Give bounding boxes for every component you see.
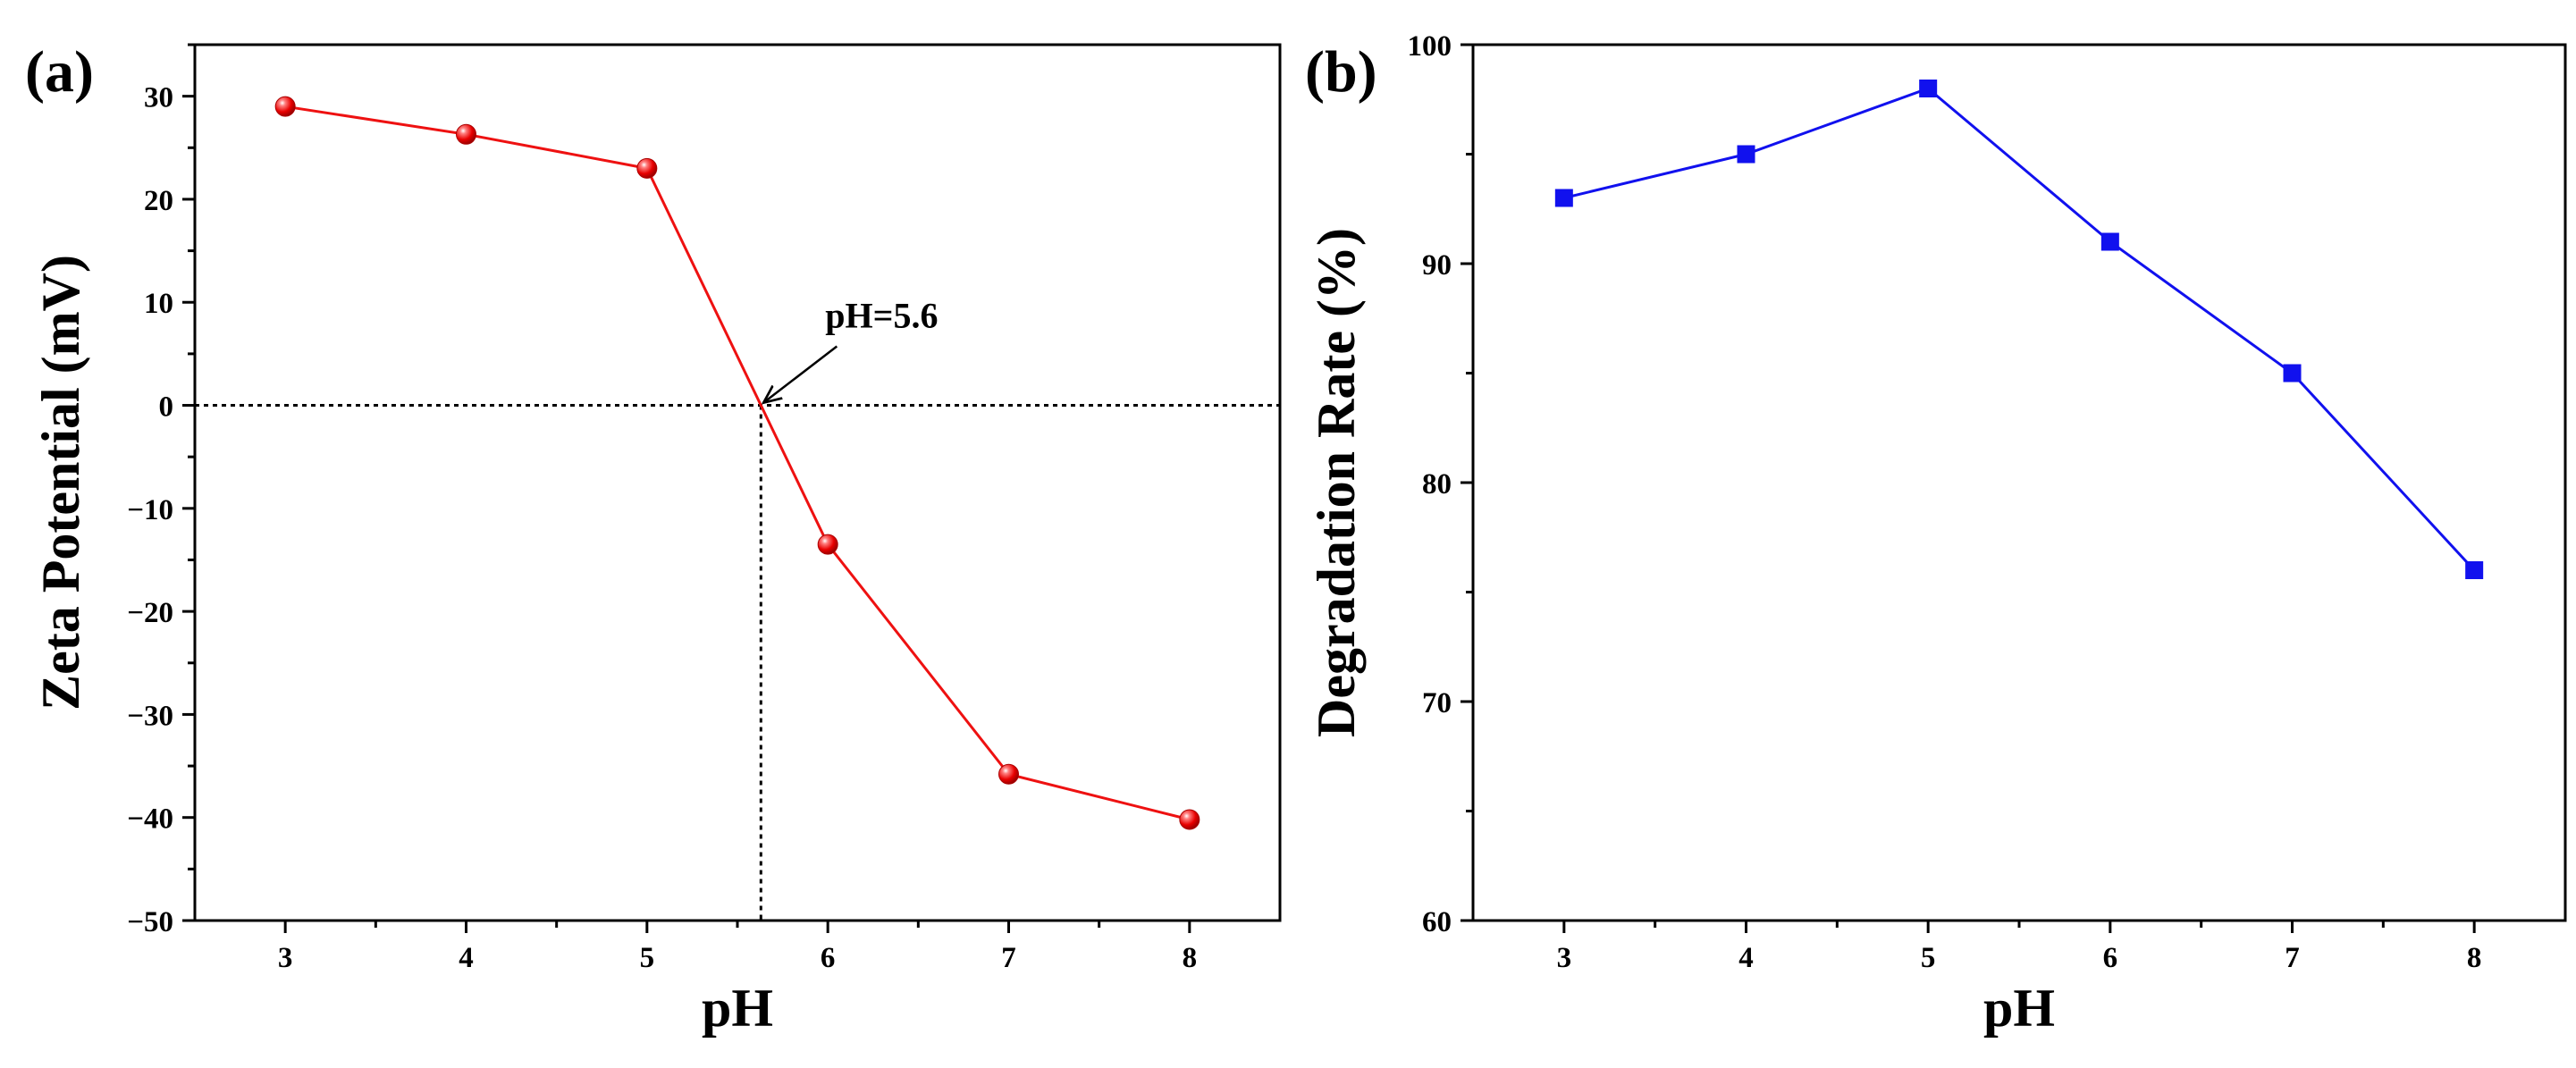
data-point [456, 123, 476, 145]
data-point [2100, 232, 2119, 251]
y-tick-label: 60 [1422, 906, 1452, 938]
x-tick-label: 6 [2103, 942, 2118, 974]
y-tick-label: 70 [1422, 687, 1452, 719]
data-point [274, 96, 296, 117]
data-point [2465, 561, 2484, 579]
panel-label: (a) [25, 39, 94, 105]
plot-frame [193, 43, 1282, 922]
x-tick-label: 5 [1921, 942, 1936, 974]
x-tick-label: 6 [821, 942, 836, 974]
series-line [284, 105, 1191, 821]
annotation-label: pH=5.6 [825, 296, 938, 336]
y-tick-label: 90 [1422, 249, 1452, 282]
data-point [1554, 189, 1573, 207]
x-axis-title: pH [1983, 979, 2055, 1038]
y-tick-label: −40 [127, 803, 173, 836]
x-tick-label: 8 [2467, 942, 2482, 974]
x-tick-label: 8 [1183, 942, 1198, 974]
y-tick-label: 80 [1422, 468, 1452, 500]
x-axis-title: pH [702, 979, 773, 1038]
series-line [1563, 87, 2476, 572]
y-tick-label: −30 [127, 700, 173, 732]
data-point [2283, 364, 2302, 383]
y-axis-title: Zeta Potential (mV) [31, 255, 90, 711]
y-tick-label: 10 [144, 288, 173, 320]
degradation-rate-chart: 3 4 5 6 7 8 60 70 80 90 100 pH Degradation Rate (%) (… [1305, 30, 2567, 1038]
x-tick-label: 7 [2285, 942, 2300, 974]
plot-frame [1471, 43, 2567, 922]
x-tick-label: 5 [640, 942, 655, 974]
x-tick-label: 3 [278, 942, 293, 974]
data-point [1919, 80, 1938, 97]
y-tick-label: −50 [127, 906, 173, 938]
data-point [998, 763, 1019, 785]
zeta-potential-chart: 3 4 5 6 7 8 −50 −40 −30 −20 −10 0 10 20 30 pH=5.6 pH Zeta… [25, 39, 1282, 1038]
panel-label: (b) [1305, 39, 1377, 105]
data-point [1737, 145, 1755, 164]
data-point [1179, 809, 1200, 830]
data-point [817, 534, 838, 555]
x-tick-label: 3 [1557, 942, 1572, 974]
y-tick-label: 30 [144, 82, 173, 114]
y-tick-label: 0 [159, 391, 174, 424]
y-tick-label: −20 [127, 597, 173, 629]
y-tick-label: 20 [144, 185, 173, 217]
annotation-arrow [763, 345, 838, 403]
x-tick-label: 4 [459, 942, 474, 974]
data-point [636, 157, 658, 179]
y-tick-label: −10 [127, 494, 173, 526]
x-tick-label: 4 [1738, 942, 1754, 974]
x-tick-label: 7 [1001, 942, 1016, 974]
y-axis-title: Degradation Rate (%) [1307, 228, 1366, 737]
y-tick-label: 100 [1408, 30, 1452, 63]
